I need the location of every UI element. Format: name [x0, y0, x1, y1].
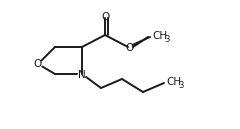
- Text: 3: 3: [164, 34, 169, 43]
- Text: O: O: [102, 12, 110, 22]
- Text: O: O: [125, 43, 133, 53]
- Text: CH: CH: [166, 77, 181, 87]
- Text: 3: 3: [178, 80, 183, 90]
- Text: N: N: [78, 70, 86, 80]
- Text: O: O: [33, 59, 41, 69]
- Text: CH: CH: [152, 31, 167, 41]
